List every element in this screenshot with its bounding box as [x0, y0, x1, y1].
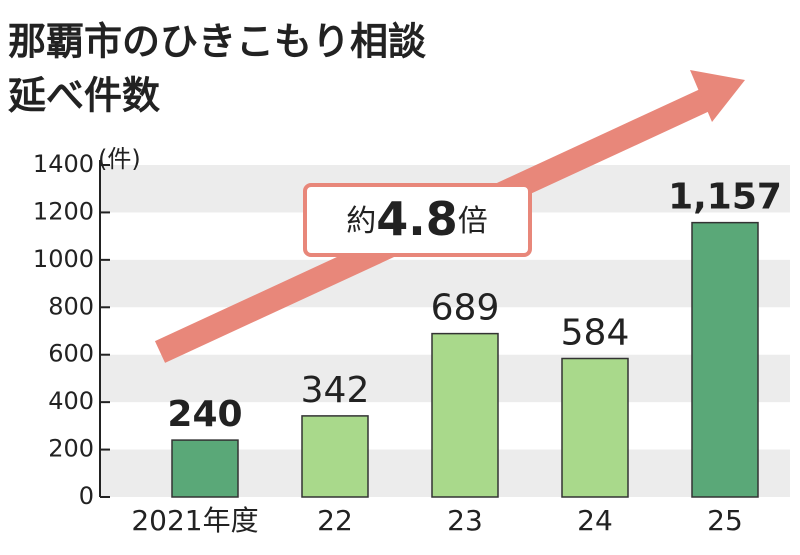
x-tick-label: 25: [707, 504, 743, 537]
y-tick-label: 800: [48, 292, 94, 320]
annotation-part: 倍: [458, 204, 488, 239]
value-label: 584: [561, 313, 630, 354]
bar: [691, 221, 759, 498]
bar: [431, 332, 499, 498]
annotation-part: 約: [346, 204, 376, 239]
grid-band: [100, 259, 790, 308]
chart-title: 那覇市のひきこもり相談: [8, 20, 426, 64]
x-tick-label: 2021年度: [131, 504, 258, 537]
x-tick-label: 24: [577, 504, 613, 537]
y-tick-label: 0: [79, 482, 94, 510]
plot: [171, 221, 759, 498]
bar: [301, 415, 369, 498]
y-tick-label: 400: [48, 387, 94, 415]
annotation-box: [303, 183, 532, 257]
bar: [561, 357, 629, 498]
y-tick-label: 200: [48, 435, 94, 463]
y-tick-label: 1400: [33, 150, 94, 178]
annotation-part: 4.8: [376, 192, 458, 246]
chart-title: 延べ件数: [8, 74, 160, 118]
bar: [171, 439, 239, 498]
value-label: 1,157: [668, 177, 782, 218]
arrow-head: [690, 70, 745, 122]
x-tick-label: 22: [317, 504, 353, 537]
y-unit: (件): [98, 145, 141, 173]
value-label: 342: [301, 370, 370, 411]
value-label: 689: [431, 288, 500, 329]
annotation: 約4.8倍: [346, 192, 488, 246]
x-tick-label: 23: [447, 504, 483, 537]
y-tick-label: 1200: [33, 197, 94, 225]
value-label: 240: [167, 394, 242, 435]
y-tick-label: 600: [48, 340, 94, 368]
y-tick-label: 1000: [33, 245, 94, 273]
